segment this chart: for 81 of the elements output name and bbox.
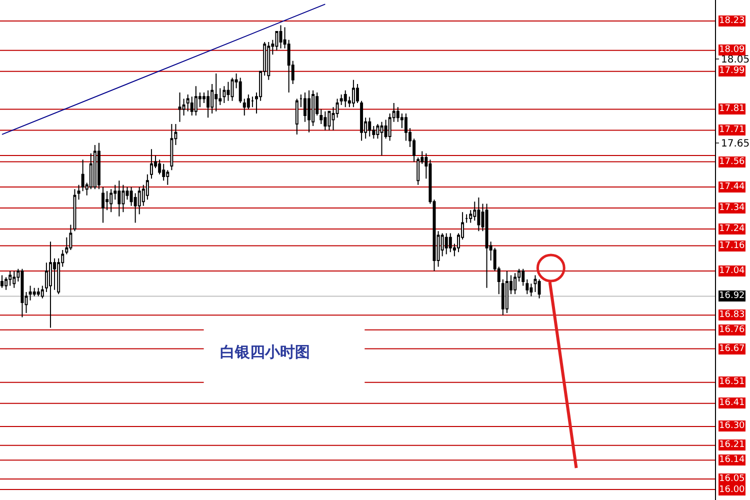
candlestick — [485, 203, 488, 288]
candlestick — [20, 268, 24, 318]
candlestick — [340, 94, 343, 106]
ref-line-label: 16.67 — [719, 344, 745, 354]
candlestick — [69, 224, 72, 250]
candlestick — [295, 98, 298, 135]
candlestick — [40, 285, 44, 299]
ref-line-label: 17.44 — [719, 182, 746, 192]
candlestick — [344, 90, 347, 108]
candlestick — [368, 117, 372, 138]
candlestick — [279, 24, 282, 49]
candlestick — [12, 270, 16, 288]
candlestick — [81, 159, 84, 192]
candlestick — [448, 232, 452, 253]
candlestick — [465, 214, 468, 224]
annotation: 白银四小时图 — [220, 343, 310, 361]
ref-line-label: 16.92 — [719, 291, 745, 301]
ref-line-label: 16.00 — [719, 485, 746, 495]
candlestick — [242, 98, 246, 116]
ref-line-label: 17.56 — [719, 157, 746, 167]
candlestick — [118, 180, 121, 217]
ref-line-label: 17.24 — [719, 224, 746, 234]
candlestick — [250, 96, 254, 108]
candlestick — [238, 77, 242, 104]
candlestick — [356, 84, 359, 104]
candlestick — [352, 79, 355, 108]
candlestick — [538, 278, 541, 299]
ref-line-label: 16.21 — [719, 440, 745, 450]
ref-line-label: 17.16 — [719, 241, 746, 251]
ref-line-label: 17.99 — [719, 66, 746, 76]
candlestick — [214, 73, 218, 112]
candlestick — [36, 287, 40, 297]
candlestick — [32, 287, 36, 297]
candlestick — [530, 283, 533, 297]
ref-line-label: 17.04 — [719, 266, 746, 276]
ref-line-label: 17.71 — [719, 125, 745, 135]
candlestick — [505, 270, 508, 314]
candlestick — [522, 268, 525, 286]
ref-line-label: 17.34 — [719, 203, 746, 213]
ref-line-label: 16.76 — [719, 325, 746, 335]
candlestick — [150, 148, 153, 180]
candlestick — [526, 278, 529, 295]
candlestick — [178, 92, 182, 122]
ref-line-label: 18.23 — [719, 16, 745, 26]
candlestick — [77, 184, 80, 200]
candlestick — [324, 110, 327, 131]
candlestick — [110, 188, 113, 213]
candlestick — [360, 100, 364, 142]
candlestick — [73, 188, 76, 232]
candlestick — [93, 144, 96, 190]
ref-line-label: 16.05 — [719, 474, 745, 484]
candlestick — [267, 42, 270, 80]
candlestick — [97, 142, 100, 190]
candlestick — [122, 184, 125, 213]
candlestick — [170, 123, 174, 171]
candlestick — [162, 163, 166, 182]
candlestick — [514, 272, 517, 295]
ref-line-label: 16.30 — [719, 421, 746, 431]
candlestick — [194, 86, 198, 116]
candlestick — [0, 274, 4, 288]
ref-line-label: 16.41 — [719, 398, 745, 408]
candlestick — [477, 196, 480, 232]
ref-line-label: 16.83 — [719, 310, 745, 320]
ref-line-label: 17.81 — [719, 104, 745, 114]
candlestick — [102, 186, 104, 224]
candlestick — [308, 90, 311, 133]
ref-line-label: 18.09 — [719, 45, 746, 55]
candlestick — [380, 121, 384, 156]
candlestick — [226, 81, 230, 102]
y-tick-label: 18.05 — [721, 54, 750, 66]
candlestick — [328, 110, 331, 131]
y-tick-label: 17.65 — [721, 138, 750, 150]
candlestick — [49, 241, 52, 328]
ref-line-label: 16.14 — [719, 455, 746, 465]
candlestick — [444, 232, 448, 255]
ref-line-label: 16.51 — [719, 377, 745, 387]
candlestick — [186, 94, 190, 112]
candlestick — [28, 285, 32, 301]
candlestick — [222, 86, 226, 104]
candlestick — [230, 77, 234, 102]
candlestick — [8, 270, 12, 286]
